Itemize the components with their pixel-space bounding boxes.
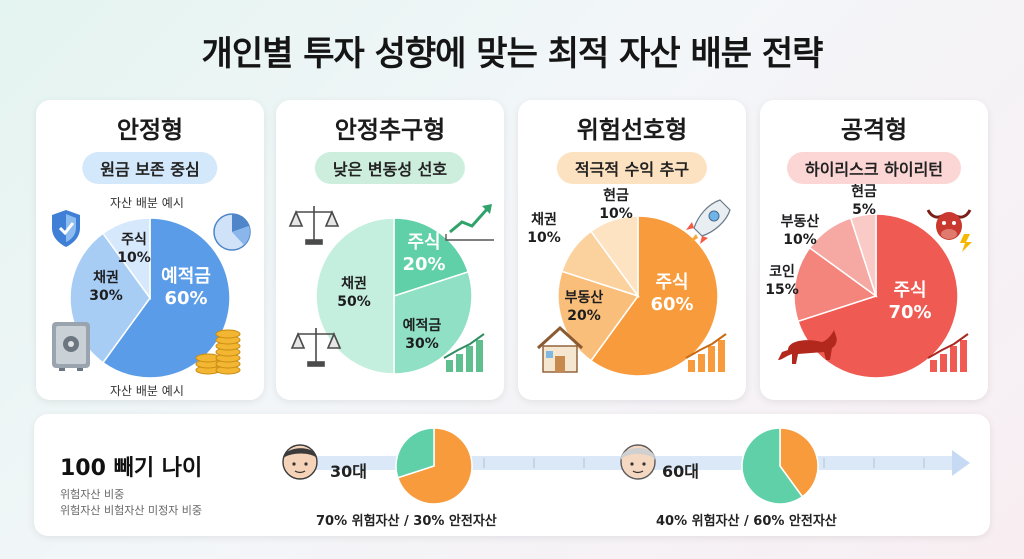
age-label: 60대	[662, 462, 699, 481]
slice-label: 채권	[531, 212, 557, 228]
bar-chart-icon	[927, 333, 969, 372]
age-label: 30대	[330, 462, 367, 481]
card-risk-seeking: 주식 60% 부동산 20% 채권 10% 현금 10% 위험선호형 적극적 수익 추구	[518, 100, 746, 400]
card-stable: 예적금 60% 채권 30% 주식 10%	[36, 100, 264, 400]
pie-slice-안전자산	[741, 427, 804, 505]
slice-label: 예적금	[161, 266, 211, 287]
card-title: 안정형	[116, 116, 184, 144]
shield-icon	[52, 210, 80, 247]
bar-chart-icon	[685, 333, 727, 372]
slice-value-label: 30%	[405, 336, 439, 352]
bar-chart-icon	[443, 333, 485, 372]
bull-icon	[778, 330, 837, 364]
slice-value-label: 5%	[852, 202, 876, 218]
slice-label: 부동산	[781, 213, 820, 230]
bull-icon	[926, 209, 972, 252]
slice-label: 부동산	[565, 289, 604, 306]
mini-pie-icon	[213, 213, 251, 251]
card-subtitle: 낮은 변동성 선호	[314, 152, 466, 184]
pie-slice-현금	[589, 215, 639, 299]
pie-slice-위험자산	[396, 427, 473, 505]
pie-slice-주식	[589, 215, 719, 377]
slice-label: 예적금	[403, 317, 442, 334]
slice-label: 채권	[341, 276, 367, 292]
rule-title: 100 빼기 나이	[60, 456, 203, 481]
scale-icon	[288, 206, 340, 245]
pie-slice-주식	[393, 217, 470, 298]
house-icon	[536, 325, 584, 373]
card-aggressive: 주식 70% 코인 15% 부동산 10% 현금 5% 공격형 하이리스크 하이리턴	[760, 100, 988, 400]
pie-slice-채권	[69, 232, 151, 364]
rule-subtitle: 위험자산 비험자산 미정자 비중	[60, 504, 203, 517]
slice-value-label: 60%	[650, 294, 693, 315]
slice-label: 채권	[93, 270, 119, 286]
slice-label: 주식	[893, 280, 926, 301]
rule-subtitle: 위험자산 비중	[60, 488, 125, 501]
slice-value-label: 20%	[567, 308, 601, 324]
age-rule-panel: 100 빼기 나이 위험자산 비중 위험자산 비험자산 미정자 비중 30대 6…	[34, 414, 990, 536]
slice-label: 현금	[851, 184, 877, 200]
slice-value-label: 70%	[888, 302, 931, 323]
card-subtitle: 원금 보존 중심	[82, 152, 218, 184]
slice-label: 주식	[655, 272, 688, 293]
slice-label: 주식	[407, 232, 440, 253]
card-subtitle: 적극적 수익 추구	[556, 152, 708, 184]
slice-value-label: 10%	[527, 230, 561, 246]
pie-slice-예적금	[393, 270, 473, 375]
person-young-icon	[282, 444, 318, 480]
pie-slice-위험자산	[779, 427, 819, 498]
slice-label: 현금	[603, 188, 629, 204]
pie-slice-안전자산	[395, 427, 435, 479]
allocation-caption: 70% 위험자산 / 30% 안전자산	[316, 514, 497, 529]
card-title: 공격형	[840, 116, 908, 144]
slice-value-label: 10%	[599, 206, 633, 222]
slice-value-label: 10%	[117, 250, 151, 266]
rocket-icon	[686, 199, 731, 244]
safe-icon	[52, 322, 90, 371]
card-title: 안정추구형	[334, 116, 446, 144]
slice-label: 주식	[121, 232, 147, 248]
scale-icon	[290, 328, 342, 367]
person-old-icon	[620, 444, 656, 480]
slice-value-label: 50%	[337, 294, 371, 310]
pie-slice-예적금	[101, 217, 231, 379]
slice-value-label: 10%	[783, 232, 817, 248]
annotation-bottom: 자산 배분 예시	[110, 384, 184, 398]
age-timeline	[282, 427, 970, 505]
annotation-top: 자산 배분 예시	[110, 196, 184, 210]
slice-value-label: 30%	[89, 288, 123, 304]
slice-value-label: 15%	[765, 282, 799, 298]
slice-label: 코인	[769, 263, 795, 280]
coins-icon	[195, 329, 241, 375]
pie-slice-채권	[315, 217, 395, 375]
allocation-caption: 40% 위험자산 / 60% 안전자산	[656, 514, 837, 529]
slice-value-label: 20%	[402, 254, 445, 275]
card-title: 위험선호형	[576, 116, 688, 144]
page-title: 개인별 투자 성향에 맞는 최적 자산 배분 전략	[201, 34, 824, 74]
pie-slice-현금	[849, 213, 877, 297]
slice-value-label: 60%	[164, 288, 207, 309]
pie-slice-부동산	[557, 270, 640, 362]
pie-slice-주식	[101, 217, 151, 301]
pie-slice-주식	[797, 213, 959, 379]
pie-slice-코인	[793, 246, 878, 323]
card-subtitle: 하이리스크 하이리턴	[786, 152, 962, 184]
card-stable-seeking: 주식 20% 예적금 30% 채권 50%	[276, 100, 504, 400]
trend-chart-icon	[445, 204, 494, 241]
